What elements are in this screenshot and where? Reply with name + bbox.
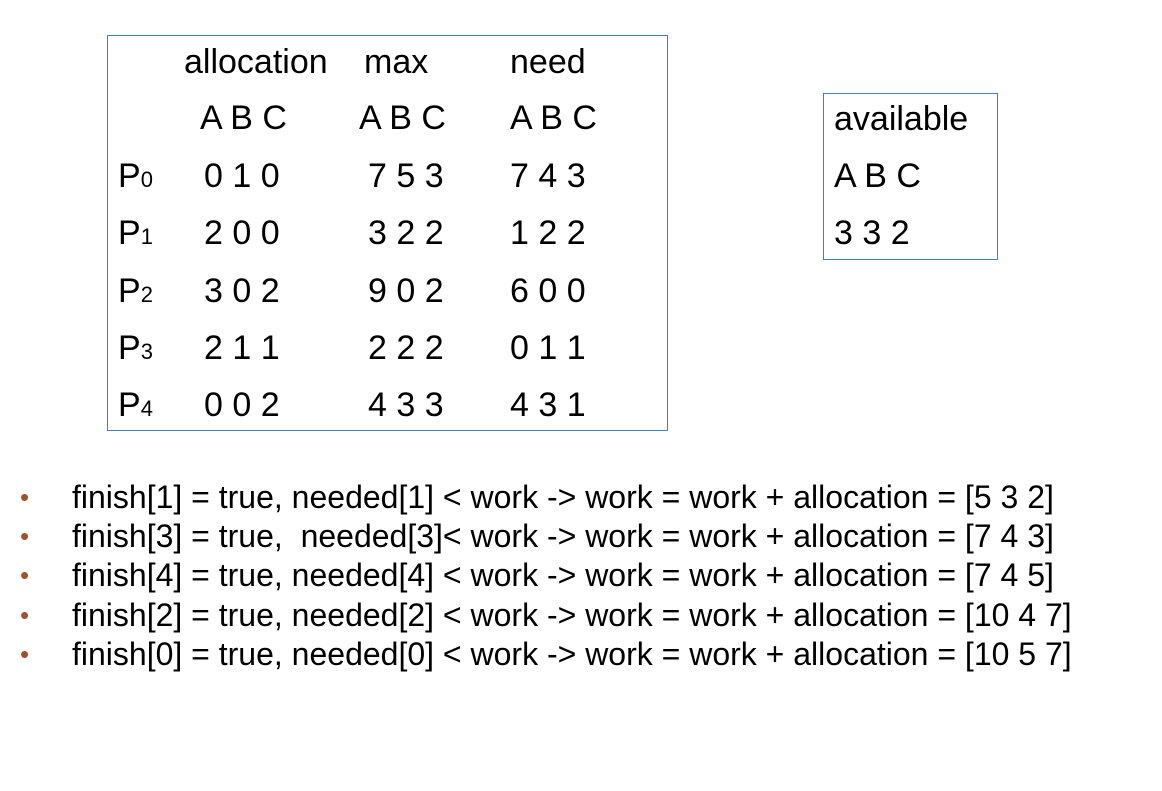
bullet-icon: • [20, 521, 30, 552]
step-text: finish[2] = true, needed[2] < work -> wo… [72, 596, 1072, 633]
need-value: 4 3 1 [510, 386, 586, 424]
need-value: 1 2 2 [510, 214, 586, 252]
process-label: P1 [118, 214, 153, 252]
step-list: • finish[1] = true, needed[1] < work -> … [0, 478, 1162, 674]
bullet-icon: • [20, 599, 30, 630]
need-value: 6 0 0 [510, 272, 586, 310]
need-value: 0 1 1 [510, 329, 586, 367]
list-item: • finish[0] = true, needed[0] < work -> … [0, 635, 1162, 674]
step-text: finish[4] = true, needed[4] < work -> wo… [72, 557, 1054, 594]
list-item: • finish[1] = true, needed[1] < work -> … [0, 478, 1162, 517]
list-item: • finish[3] = true, needed[3]< work -> w… [0, 517, 1162, 556]
allocation-value: 3 0 2 [204, 272, 280, 310]
bullet-icon: • [20, 638, 30, 669]
available-title: available [834, 100, 969, 138]
process-label: P3 [118, 329, 153, 367]
subheader-allocation: A B C [200, 99, 287, 137]
subheader-max: A B C [359, 99, 446, 137]
allocation-value: 0 0 2 [204, 386, 280, 424]
allocation-value: 0 1 0 [204, 157, 280, 195]
available-values: 3 3 2 [834, 214, 910, 252]
max-value: 4 3 3 [368, 386, 444, 424]
max-value: 3 2 2 [368, 214, 444, 252]
allocation-value: 2 1 1 [204, 329, 280, 367]
process-label: P4 [118, 386, 153, 424]
list-item: • finish[4] = true, needed[4] < work -> … [0, 556, 1162, 595]
resource-table: allocation max need A B C A B C A B C P0… [107, 35, 668, 431]
allocation-value: 2 0 0 [204, 214, 280, 252]
step-text: finish[1] = true, needed[1] < work -> wo… [72, 479, 1054, 515]
need-value: 7 4 3 [510, 157, 586, 195]
process-label: P2 [118, 272, 153, 310]
process-label: P0 [118, 157, 153, 195]
list-item: • finish[2] = true, needed[2] < work -> … [0, 596, 1162, 635]
header-max: max [364, 43, 429, 81]
max-value: 2 2 2 [368, 329, 444, 367]
header-need: need [510, 43, 586, 81]
header-allocation: allocation [184, 43, 328, 81]
bullet-icon: • [20, 560, 30, 591]
available-columns: A B C [834, 157, 921, 195]
max-value: 9 0 2 [368, 272, 444, 310]
subheader-need: A B C [510, 99, 597, 137]
bullet-icon: • [20, 482, 30, 512]
step-text: finish[0] = true, needed[0] < work -> wo… [72, 635, 1072, 672]
available-box: available A B C 3 3 2 [823, 93, 998, 260]
step-text: finish[3] = true, needed[3]< work -> wor… [72, 518, 1054, 555]
max-value: 7 5 3 [368, 157, 444, 195]
